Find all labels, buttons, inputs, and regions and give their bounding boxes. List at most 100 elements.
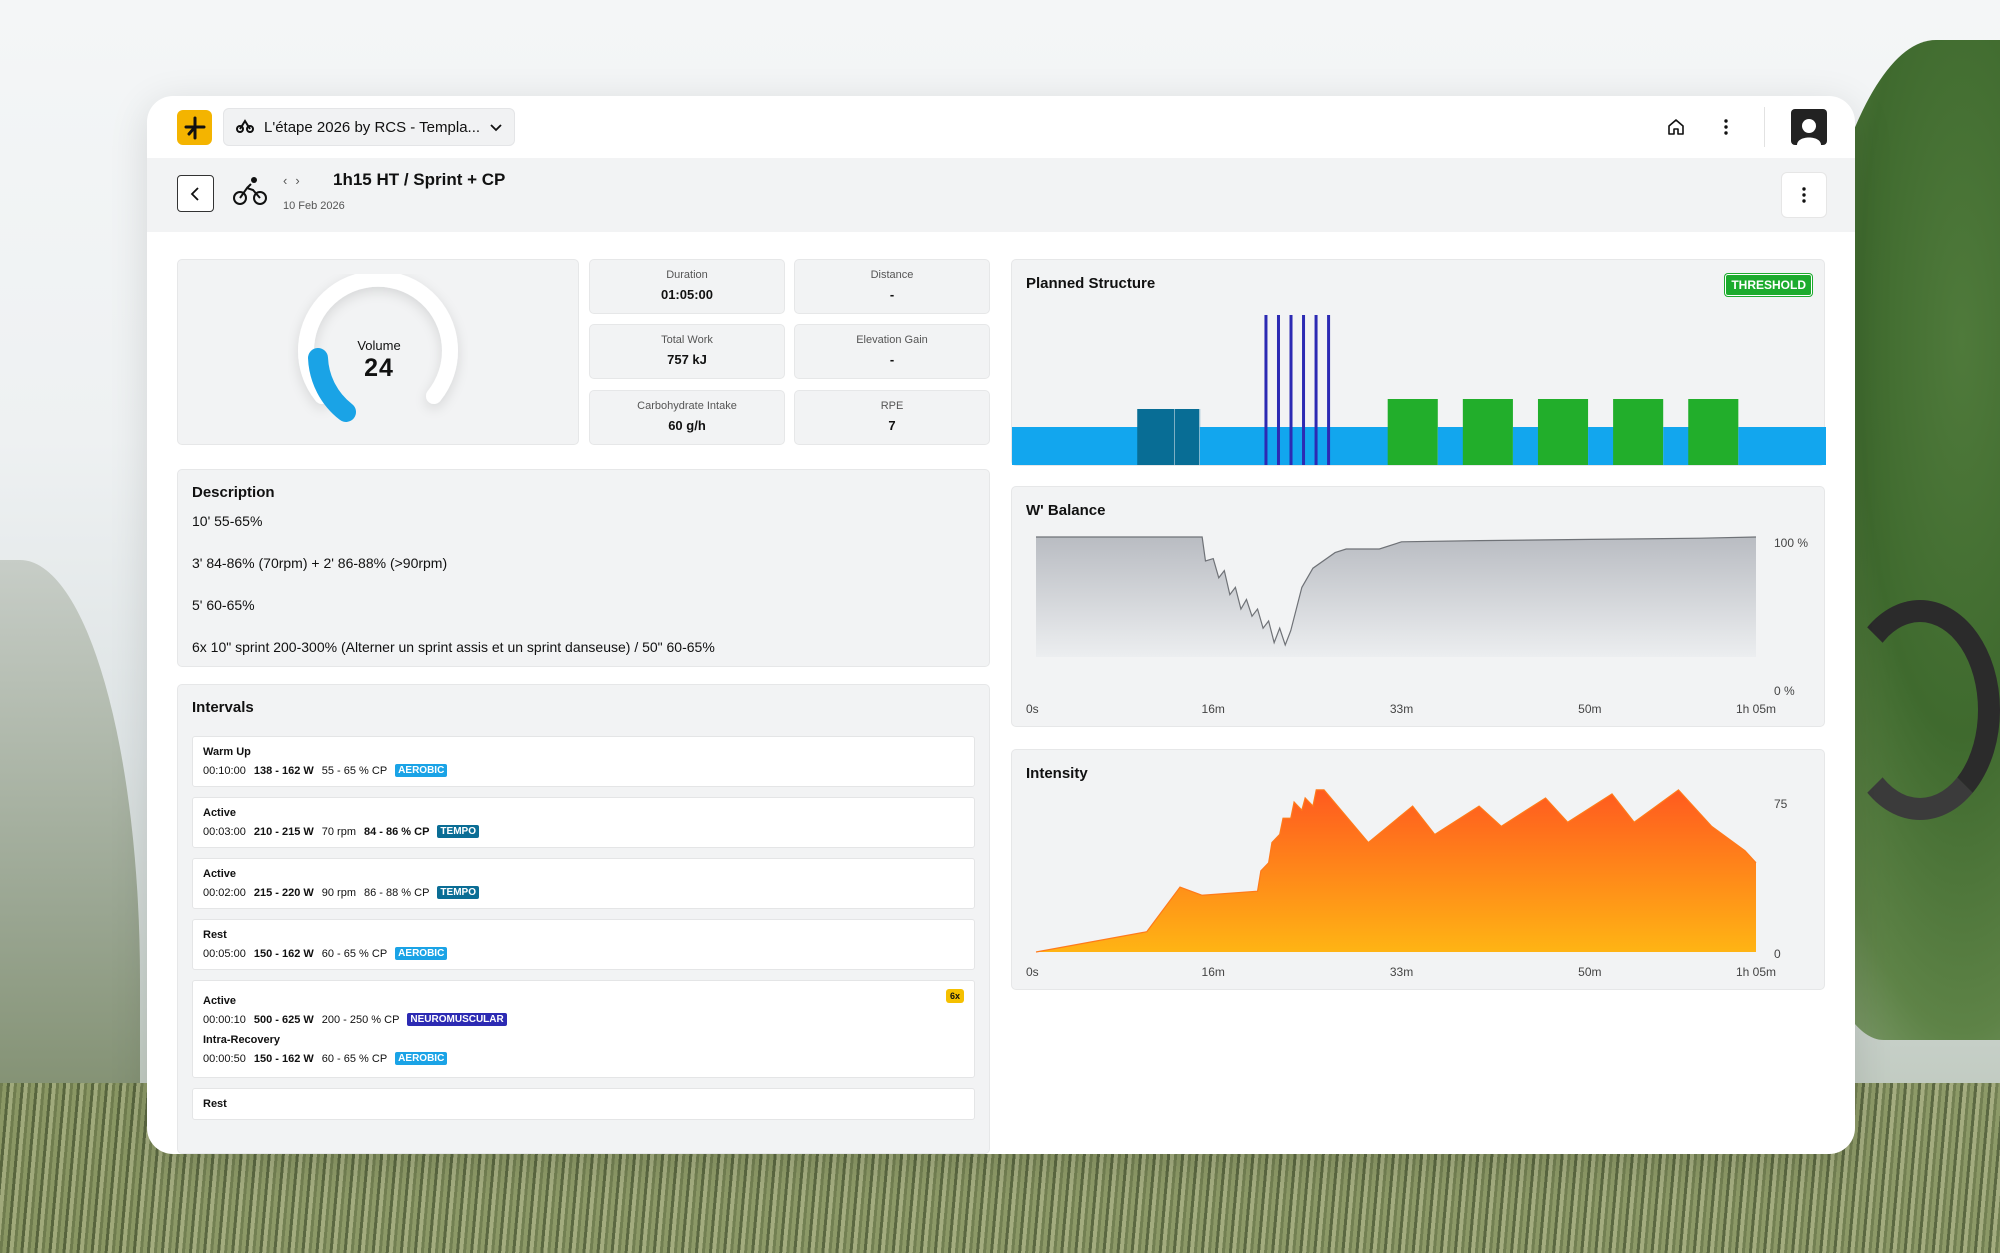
- back-button[interactable]: [177, 175, 214, 212]
- volume-value: 24: [364, 354, 394, 382]
- interval-percent: 84 - 86 % CP: [364, 825, 430, 838]
- x-tick-label: 0s: [1026, 702, 1039, 716]
- app-logo[interactable]: [177, 110, 212, 145]
- zone-badge: TEMPO: [437, 886, 479, 899]
- more-vertical-icon[interactable]: [1714, 115, 1738, 139]
- workout-more-button[interactable]: [1781, 172, 1827, 218]
- interval-percent: 200 - 250 % CP: [321, 1013, 400, 1026]
- volume-gauge-card: Volume 24: [177, 259, 579, 445]
- description-card[interactable]: Description 10' 55-65% 3' 84-86% (70rpm)…: [177, 469, 990, 667]
- intensity-chart: 0s 16m 33m 50m 1h 05m 75 0: [1026, 789, 1788, 979]
- stat-value: 757 kJ: [667, 352, 707, 367]
- interval-percent: 86 - 88 % CP: [364, 886, 430, 899]
- interval-name: Rest: [203, 929, 227, 941]
- x-tick-label: 50m: [1578, 702, 1601, 716]
- area-line: [1035, 789, 1757, 953]
- interval-cadence: 70 rpm: [321, 825, 356, 838]
- sprint-segment: [1302, 315, 1306, 465]
- stat-value: 60 g/h: [668, 418, 706, 433]
- intervals-title: Intervals: [192, 699, 254, 716]
- next-workout-icon[interactable]: ›: [295, 173, 300, 188]
- stat-label: RPE: [880, 400, 904, 412]
- interval-time: 00:05:00: [203, 947, 246, 960]
- repeat-count-badge: 6x: [945, 989, 964, 1003]
- previous-workout-icon[interactable]: ‹: [283, 173, 288, 188]
- structure-segment: [1663, 427, 1689, 465]
- home-icon[interactable]: [1664, 115, 1688, 139]
- interval-cadence: 90 rpm: [321, 886, 356, 899]
- volume-label: Volume: [357, 338, 401, 353]
- x-tick-label: 16m: [1202, 965, 1225, 979]
- interval-name: Active: [203, 807, 237, 819]
- stat-label: Carbohydrate Intake: [637, 400, 737, 412]
- structure-segment: [1387, 399, 1438, 465]
- interval-power: 150 - 162 W: [253, 947, 314, 960]
- interval-item[interactable]: Rest 00:05:00 150 - 162 W 60 - 65 % CP A…: [192, 919, 975, 970]
- interval-time: 00:00:50: [203, 1052, 246, 1065]
- description-line: 5' 60-65%: [192, 597, 255, 613]
- interval-item[interactable]: Warm Up 00:10:00 138 - 162 W 55 - 65 % C…: [192, 736, 975, 787]
- interval-repeat-block[interactable]: 6x Active 00:00:10 500 - 625 W 200 - 250…: [192, 980, 975, 1078]
- structure-segment: [1588, 427, 1614, 465]
- workspace-selector[interactable]: L'étape 2026 by RCS - Templa...: [223, 108, 515, 146]
- structure-segment: [1262, 427, 1339, 465]
- planned-structure-card: Planned Structure THRESHOLD: [1011, 259, 1826, 466]
- sprint-segment: [1314, 315, 1318, 465]
- x-tick-label: 50m: [1578, 965, 1601, 979]
- structure-segment: [1537, 399, 1589, 465]
- threshold-badge: THRESHOLD: [1725, 274, 1812, 296]
- description-line: 3' 84-86% (70rpm) + 2' 86-88% (>90rpm): [192, 555, 448, 571]
- stat-total-work: Total Work 757 kJ: [589, 324, 785, 379]
- stat-duration: Duration 01:05:00: [589, 259, 785, 314]
- intensity-card: 0s 16m 33m 50m 1h 05m 75 0 Intensity: [1011, 749, 1825, 990]
- zone-badge: AEROBIC: [395, 1052, 448, 1065]
- interval-name: Active: [203, 868, 237, 880]
- description-title: Description: [192, 484, 275, 501]
- workout-header: ‹ › 1h15 HT / Sprint + CP 10 Feb 2026: [147, 158, 1855, 232]
- area-line: [1036, 536, 1757, 647]
- zone-badge: AEROBIC: [395, 947, 448, 960]
- w-balance-card: 0s 16m 33m 50m 1h 05m 100 % 0 % W' Balance: [1011, 486, 1825, 727]
- interval-percent: 60 - 65 % CP: [321, 947, 388, 960]
- structure-segment: [1613, 399, 1664, 465]
- structure-segment: [1012, 427, 1138, 465]
- workout-title: 1h15 HT / Sprint + CP: [333, 170, 506, 189]
- zone-badge: NEUROMUSCULAR: [407, 1013, 507, 1026]
- structure-segment: [1738, 427, 1826, 465]
- interval-name: Active: [203, 995, 237, 1007]
- stat-label: Distance: [870, 269, 914, 281]
- interval-item[interactable]: Rest: [192, 1088, 975, 1120]
- sprint-segment: [1289, 315, 1293, 465]
- user-avatar[interactable]: [1791, 109, 1827, 145]
- interval-time: 00:02:00: [203, 886, 246, 899]
- interval-item[interactable]: Active 00:03:00 210 - 215 W 70 rpm 84 - …: [192, 797, 975, 848]
- interval-power: 150 - 162 W: [253, 1052, 314, 1065]
- structure-segment: [1199, 427, 1263, 465]
- interval-time: 00:00:10: [203, 1013, 246, 1026]
- structure-segment: [1174, 409, 1201, 465]
- intervals-card[interactable]: Intervals Warm Up 00:10:00 138 - 162 W 5…: [177, 684, 990, 1154]
- sprint-segment: [1327, 315, 1331, 465]
- sprint-segment: [1276, 315, 1280, 465]
- structure-segment: [1337, 427, 1389, 465]
- description-line: 10' 55-65%: [192, 513, 263, 529]
- structure-segment: [1437, 427, 1464, 465]
- structure-segment: [1137, 409, 1176, 465]
- cycling-team-icon: [236, 117, 254, 137]
- zone-badge: AEROBIC: [395, 764, 448, 777]
- interval-name: Warm Up: [203, 746, 251, 758]
- top-bar: L'étape 2026 by RCS - Templa...: [147, 96, 1855, 158]
- x-tick-label: 1h 05m: [1736, 965, 1776, 979]
- w-balance-chart: 0s 16m 33m 50m 1h 05m 100 % 0 %: [1026, 536, 1808, 716]
- y-tick-label: 0 %: [1774, 684, 1795, 698]
- volume-gauge: [298, 274, 458, 422]
- stat-value: -: [889, 287, 895, 302]
- stat-value: 7: [888, 418, 896, 433]
- interval-item[interactable]: Active 00:02:00 215 - 220 W 90 rpm 86 - …: [192, 858, 975, 909]
- y-tick-label: 0: [1774, 947, 1781, 961]
- planned-structure-chart: [1012, 315, 1826, 465]
- stat-label: Total Work: [661, 334, 713, 346]
- app-window: L'étape 2026 by RCS - Templa...: [147, 96, 1855, 1154]
- stat-label: Elevation Gain: [856, 334, 928, 346]
- stat-value: 01:05:00: [660, 287, 714, 302]
